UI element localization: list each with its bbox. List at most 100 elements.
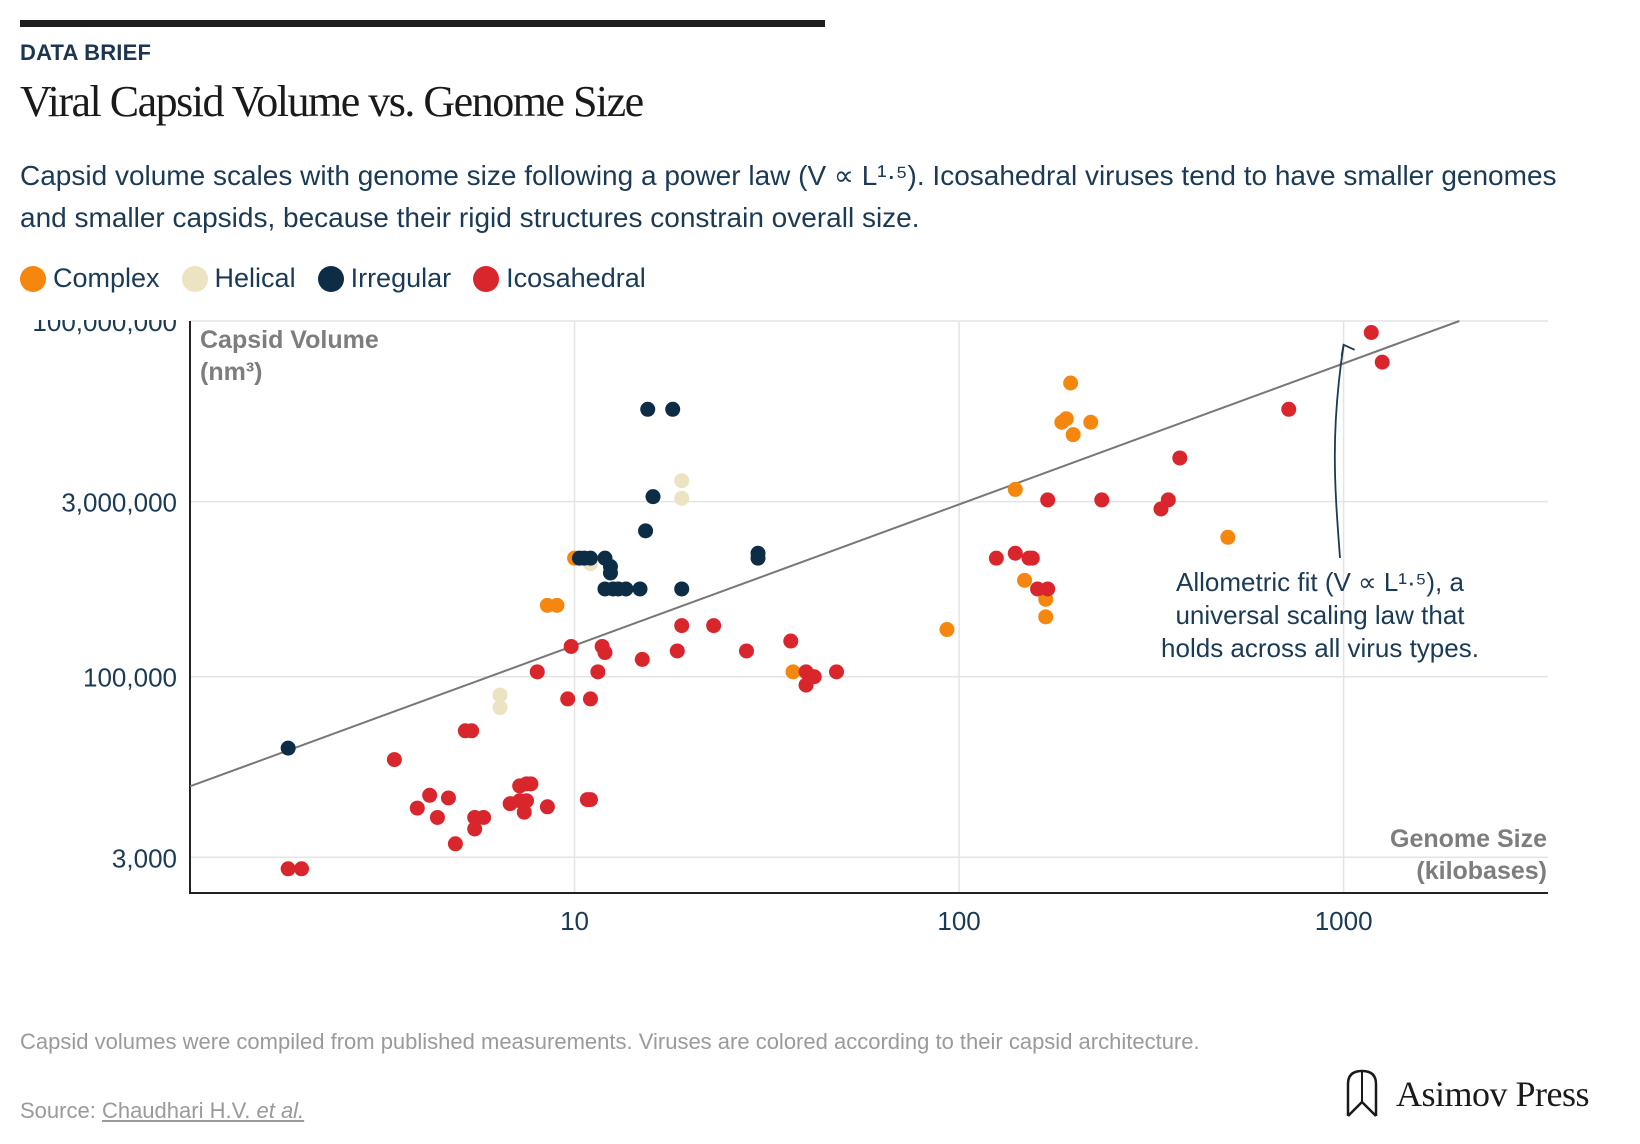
point-icosahedral [560,691,576,707]
point-helical [674,473,690,489]
y-tick-label: 3,000,000 [61,488,177,518]
point-icosahedral [386,752,402,768]
point-irregular [640,401,656,417]
brand-logo: Asimov Press [1344,1068,1590,1120]
annotation-text: Allometric fit (V ∝ L¹·⁵), a [1176,567,1464,597]
point-icosahedral [829,664,845,680]
allometric-fit-line [189,320,1460,788]
legend-label-icosahedral: Icosahedral [506,263,646,293]
point-helical [492,700,508,716]
legend-swatch-helical [181,265,208,292]
point-icosahedral [440,790,456,806]
top-rule [20,20,825,27]
point-icosahedral [669,643,685,659]
point-complex [1065,427,1081,443]
point-icosahedral [988,550,1004,566]
point-icosahedral [1160,492,1176,508]
y-tick-label: 100,000,000 [32,320,177,337]
fit-line-group [189,320,1460,788]
point-irregular [665,401,681,417]
point-icosahedral [738,643,754,659]
scatter-chart: 3,000 100,000 3,000,000 100,000,000 10 100 100… [32,320,1548,936]
point-icosahedral [674,618,690,634]
point-irregular [632,581,648,597]
point-icosahedral [518,793,534,809]
point-complex [1038,609,1054,625]
point-icosahedral [806,669,822,685]
annotation-text: universal scaling law that [1175,600,1465,630]
y-axis-title: Capsid Volume [200,326,379,354]
point-icosahedral [409,800,425,816]
legend: Complex Helical Irregular Icosahedral [20,263,668,294]
point-icosahedral [582,691,598,707]
source-line: Source: Chaudhari H.V. et al. [20,1098,304,1124]
point-irregular [582,550,598,566]
point-icosahedral [1172,450,1188,466]
point-icosahedral [422,787,438,803]
point-icosahedral [476,809,492,825]
point-complex [1017,572,1033,588]
footnote: Capsid volumes were compiled from publis… [20,1029,1200,1054]
y-tick-label: 3,000 [112,843,177,873]
point-irregular [602,565,618,581]
legend-item-irregular: Irregular [317,263,452,294]
legend-label-complex: Complex [53,263,160,293]
kicker: DATA BRIEF [20,40,152,65]
point-icosahedral [563,638,579,654]
legend-swatch-complex [20,265,46,292]
point-icosahedral [1040,492,1056,508]
point-complex [1058,411,1074,427]
data-points [280,324,1390,877]
point-icosahedral [1281,401,1297,417]
point-icosahedral [1007,545,1023,561]
y-tick-label: 100,000 [83,663,177,693]
x-tick-label: 1000 [1315,906,1373,936]
point-icosahedral [539,799,555,815]
x-axis-title: (kilobases) [1416,857,1547,885]
point-complex [939,622,955,638]
point-icosahedral [706,618,722,634]
point-complex [1083,414,1099,430]
point-helical [492,687,508,703]
point-irregular [645,489,661,505]
point-icosahedral [429,809,445,825]
point-helical [674,490,690,506]
point-icosahedral [634,651,650,667]
legend-item-complex: Complex [20,263,160,294]
point-icosahedral [597,645,613,661]
point-irregular [674,581,690,597]
point-icosahedral [516,804,532,820]
point-icosahedral [447,836,463,852]
point-icosahedral [582,792,598,808]
axis-labels: 3,000 100,000 3,000,000 100,000,000 10 100 100… [32,320,1547,936]
annotation-arrowhead [1340,343,1355,356]
y-axis-title: (nm³) [200,358,262,386]
point-icosahedral [467,821,483,837]
source-link-text: Chaudhari H.V. [101,1098,251,1123]
point-icosahedral [590,664,606,680]
legend-item-helical: Helical [181,263,296,294]
point-icosahedral [529,664,545,680]
point-icosahedral [1040,581,1056,597]
point-irregular [750,550,766,566]
chart-subtitle: Capsid volume scales with genome size fo… [20,160,1557,233]
point-complex [785,664,801,680]
point-irregular [638,523,654,539]
point-icosahedral [1374,354,1390,370]
x-tick-label: 10 [560,906,589,936]
point-icosahedral [783,633,799,649]
annotation-arrow [1333,344,1345,559]
point-icosahedral [464,723,480,739]
legend-label-irregular: Irregular [350,263,452,293]
annotation-text: holds across all virus types. [1161,633,1479,663]
point-complex [1007,481,1023,497]
point-irregular [618,581,634,597]
point-complex [1063,375,1079,391]
source-link[interactable]: Chaudhari H.V. et al. [102,1098,304,1123]
point-icosahedral [1094,492,1110,508]
x-tick-label: 100 [937,906,980,936]
point-icosahedral [1363,324,1379,340]
legend-label-helical: Helical [214,263,296,293]
legend-item-icosahedral: Icosahedral [473,263,646,294]
